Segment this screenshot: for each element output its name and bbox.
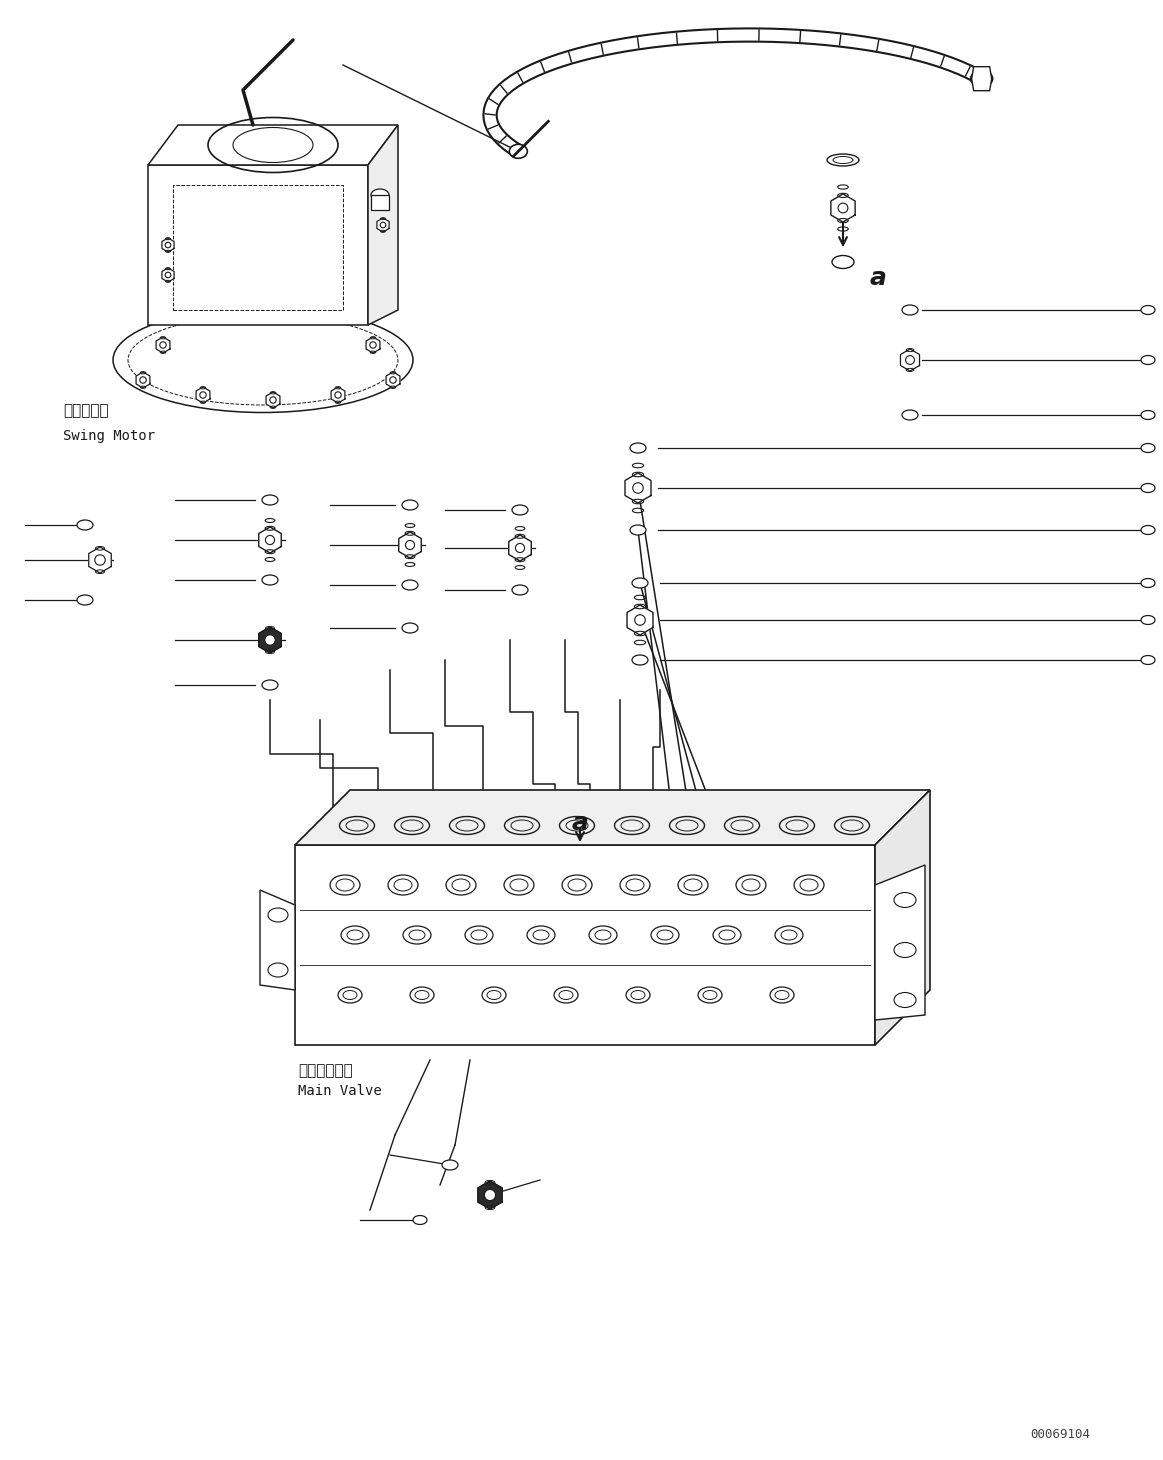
Circle shape xyxy=(265,635,276,645)
Circle shape xyxy=(485,1190,495,1200)
Polygon shape xyxy=(148,126,398,165)
Ellipse shape xyxy=(509,145,527,158)
Ellipse shape xyxy=(1141,410,1155,419)
Ellipse shape xyxy=(262,495,278,505)
Polygon shape xyxy=(830,194,855,222)
Polygon shape xyxy=(162,238,174,253)
Circle shape xyxy=(635,615,645,625)
Polygon shape xyxy=(162,269,174,282)
Ellipse shape xyxy=(632,656,648,664)
Text: 旋回モータ: 旋回モータ xyxy=(63,403,108,418)
Ellipse shape xyxy=(442,1161,458,1169)
Circle shape xyxy=(515,543,525,552)
Polygon shape xyxy=(88,548,112,572)
Ellipse shape xyxy=(512,585,528,596)
Ellipse shape xyxy=(402,623,418,634)
Circle shape xyxy=(165,242,171,248)
Ellipse shape xyxy=(262,680,278,691)
Ellipse shape xyxy=(1141,616,1155,625)
Ellipse shape xyxy=(902,305,918,315)
Polygon shape xyxy=(366,337,380,353)
Ellipse shape xyxy=(832,255,854,269)
Polygon shape xyxy=(875,790,930,1045)
Ellipse shape xyxy=(262,575,278,585)
Circle shape xyxy=(370,342,376,347)
Ellipse shape xyxy=(77,596,93,604)
Circle shape xyxy=(265,536,274,545)
Ellipse shape xyxy=(1141,483,1155,492)
Ellipse shape xyxy=(630,442,645,453)
Polygon shape xyxy=(875,864,925,1021)
Ellipse shape xyxy=(1141,444,1155,453)
Ellipse shape xyxy=(413,1216,427,1225)
Ellipse shape xyxy=(402,499,418,510)
Polygon shape xyxy=(478,1181,502,1209)
Polygon shape xyxy=(258,527,281,553)
Polygon shape xyxy=(386,372,400,388)
Circle shape xyxy=(406,540,414,549)
Polygon shape xyxy=(136,372,150,388)
Circle shape xyxy=(140,377,147,383)
Ellipse shape xyxy=(402,580,418,590)
Circle shape xyxy=(95,555,105,565)
Text: a: a xyxy=(572,810,588,835)
Ellipse shape xyxy=(113,308,413,413)
Polygon shape xyxy=(368,126,398,326)
Ellipse shape xyxy=(512,505,528,515)
Circle shape xyxy=(839,203,848,213)
Ellipse shape xyxy=(902,410,918,420)
Polygon shape xyxy=(377,218,390,232)
Circle shape xyxy=(380,222,386,228)
Text: Main Valve: Main Valve xyxy=(298,1083,381,1098)
Text: 00069104: 00069104 xyxy=(1030,1428,1090,1441)
Polygon shape xyxy=(627,604,652,635)
Text: メインバルブ: メインバルブ xyxy=(298,1063,352,1077)
Text: Swing Motor: Swing Motor xyxy=(63,429,155,442)
Ellipse shape xyxy=(77,520,93,530)
Circle shape xyxy=(159,342,166,347)
Polygon shape xyxy=(266,391,280,407)
Ellipse shape xyxy=(1141,656,1155,664)
Polygon shape xyxy=(261,891,295,990)
Circle shape xyxy=(165,272,171,277)
Ellipse shape xyxy=(827,153,859,166)
Ellipse shape xyxy=(630,526,645,534)
Circle shape xyxy=(270,397,276,403)
Text: a: a xyxy=(870,266,887,291)
Circle shape xyxy=(390,377,397,383)
Polygon shape xyxy=(399,531,421,558)
Circle shape xyxy=(906,356,914,365)
Polygon shape xyxy=(331,387,345,403)
Polygon shape xyxy=(371,196,388,210)
Polygon shape xyxy=(148,165,368,326)
Ellipse shape xyxy=(1141,578,1155,587)
Ellipse shape xyxy=(371,188,388,201)
Circle shape xyxy=(633,483,643,493)
Ellipse shape xyxy=(1141,526,1155,534)
Polygon shape xyxy=(625,473,651,504)
Polygon shape xyxy=(295,845,875,1045)
Ellipse shape xyxy=(1141,305,1155,314)
Ellipse shape xyxy=(971,70,993,86)
Polygon shape xyxy=(156,337,170,353)
Polygon shape xyxy=(900,349,920,371)
Circle shape xyxy=(335,391,341,399)
Ellipse shape xyxy=(1141,355,1155,365)
Polygon shape xyxy=(971,67,992,91)
Polygon shape xyxy=(295,790,930,845)
Polygon shape xyxy=(258,626,281,653)
Circle shape xyxy=(200,391,206,399)
Polygon shape xyxy=(197,387,211,403)
Ellipse shape xyxy=(632,578,648,588)
Polygon shape xyxy=(508,534,531,561)
